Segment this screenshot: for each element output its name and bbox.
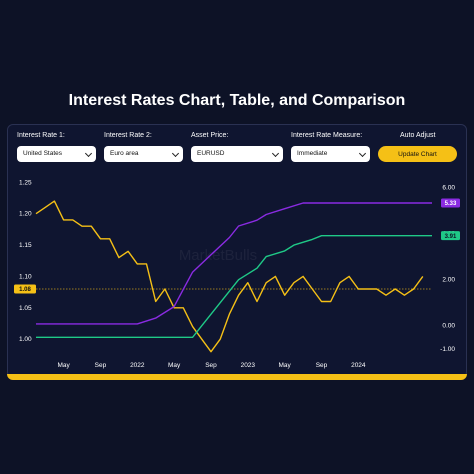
x-tick-label: 2024 (351, 362, 366, 369)
left-tick-label: 1.25 (19, 179, 32, 186)
measure-select[interactable]: Immediate (291, 146, 370, 162)
rate1-select[interactable]: United States (17, 146, 96, 162)
eurusd-line (35, 200, 424, 353)
left-tick-label: 1.00 (19, 336, 32, 343)
euro-rate-line-badge (441, 231, 460, 241)
value-badges: 1.08 5.33 3.91 (14, 198, 460, 294)
page-title: Interest Rates Chart, Table, and Compari… (68, 92, 406, 109)
panel-accent-bar (7, 374, 467, 380)
right-tick-label: 2.00 (442, 277, 455, 284)
asset-select[interactable]: EURUSD (191, 146, 283, 162)
asset-value: EURUSD (197, 150, 225, 157)
x-axis: May Sep 2022 May Sep 2023 May Sep 2024 (57, 362, 365, 369)
x-tick-label: Sep (95, 362, 107, 369)
x-tick-label: 2022 (130, 362, 145, 369)
measure-label: Interest Rate Measure: (291, 132, 363, 139)
us-rate-line-badge-label: 5.33 (445, 201, 457, 207)
us-rate-line (36, 202, 432, 325)
x-tick-label: May (279, 362, 292, 369)
x-tick-label: Sep (316, 362, 328, 369)
asset-label: Asset Price: (191, 132, 229, 139)
left-tick-label: 1.15 (19, 242, 32, 249)
x-tick-label: May (57, 362, 70, 369)
rate1-label: Interest Rate 1: (17, 132, 65, 139)
auto-adjust-label[interactable]: Auto Adjust (400, 132, 436, 139)
rate2-select[interactable]: Euro area (104, 146, 183, 162)
x-tick-label: Sep (205, 362, 217, 369)
right-axis: 6.004.002.000.00-1.00 (440, 185, 455, 353)
x-tick-label: 2023 (241, 362, 256, 369)
us-rate-line-badge (441, 198, 460, 208)
rate2-label: Interest Rate 2: (104, 132, 152, 139)
chart-panel (7, 124, 467, 378)
left-axis: 1.25 1.20 1.15 1.10 1.05 1.00 (19, 179, 32, 343)
current-price-badge (14, 284, 36, 294)
left-tick-label: 1.20 (19, 211, 32, 218)
right-tick-label: 0.00 (442, 323, 455, 330)
euro-rate-line (36, 235, 432, 338)
right-tick-label: -1.00 (440, 346, 455, 353)
current-price-badge-label: 1.08 (19, 287, 31, 293)
x-tick-label: May (168, 362, 181, 369)
update-chart-button[interactable]: Update Chart (378, 146, 457, 162)
measure-value: Immediate (297, 150, 328, 157)
rate1-value: United States (23, 150, 63, 157)
watermark: MarketBulls (179, 247, 257, 264)
right-tick-label: 6.00 (442, 185, 455, 192)
euro-rate-line-badge-label: 3.91 (445, 234, 457, 240)
series-lines (35, 200, 432, 353)
left-tick-label: 1.05 (19, 305, 32, 312)
left-tick-label: 1.10 (19, 273, 32, 280)
rate2-value: Euro area (110, 150, 139, 157)
